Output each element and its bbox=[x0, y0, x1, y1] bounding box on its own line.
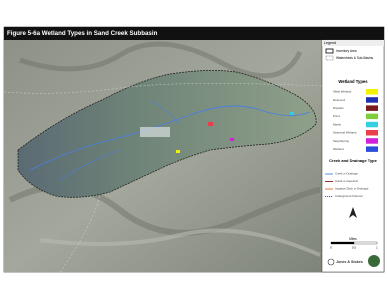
legend-title: Legend bbox=[324, 41, 336, 45]
boundary-swatch bbox=[325, 55, 334, 61]
legend-label: Reservoir bbox=[333, 98, 345, 102]
legend-label: Inventory Area bbox=[336, 49, 357, 53]
map bbox=[3, 40, 323, 273]
ridge bbox=[39, 228, 321, 257]
legend-label: Wetland bbox=[333, 147, 344, 151]
watershed-boundary bbox=[59, 195, 101, 273]
scale-tick-label: 0.5 bbox=[352, 245, 357, 249]
scale-segment bbox=[330, 241, 355, 245]
legend-label: Alkali Wetland bbox=[333, 90, 352, 94]
legend bbox=[321, 39, 385, 273]
creek bbox=[59, 149, 121, 181]
legend-swatch bbox=[366, 146, 378, 152]
urban bbox=[140, 127, 170, 137]
scale-unit: Miles bbox=[349, 237, 357, 241]
legend-label: Seasonal Wetland bbox=[333, 131, 357, 135]
credit: Jones & Stokes bbox=[336, 260, 363, 264]
watershed-boundary bbox=[3, 83, 323, 94]
legend-section-title: Creek and Drainage Type bbox=[329, 158, 377, 163]
legend-label: Pond bbox=[333, 114, 340, 118]
legend-label: Creek or Drainage bbox=[335, 172, 358, 176]
wetland-patch bbox=[208, 122, 213, 126]
legend-label: Marsh bbox=[333, 122, 341, 126]
scale-tick-label: 1 bbox=[376, 245, 378, 249]
legend-header bbox=[322, 40, 384, 46]
legend-swatch bbox=[366, 121, 378, 128]
legend-label: Canal or Aqueduct bbox=[335, 179, 358, 183]
legend-swatch bbox=[366, 105, 378, 111]
boundary-swatch bbox=[325, 48, 334, 54]
wetland-patch bbox=[290, 112, 294, 115]
scale-segment bbox=[353, 241, 378, 245]
north-arrow bbox=[349, 207, 357, 218]
legend-swatch bbox=[366, 97, 378, 103]
legend-label: Watersheds & Sub-Basins bbox=[336, 56, 373, 60]
scale-tick-label: 0 bbox=[330, 245, 332, 249]
ridge bbox=[19, 41, 303, 79]
creek bbox=[149, 99, 181, 126]
legend-label: Riparian bbox=[333, 106, 344, 110]
legend-swatch bbox=[366, 113, 378, 120]
legend-label: Underground Channel bbox=[335, 194, 363, 198]
legend-swatch bbox=[366, 138, 378, 144]
title: Figure 5-6a Wetland Types in Sand Creek … bbox=[7, 30, 158, 37]
legend-swatch bbox=[366, 130, 378, 136]
legend-label: Irrigation Ditch or Drainage bbox=[335, 187, 369, 191]
title-bar bbox=[4, 27, 384, 40]
wetland-patch bbox=[176, 150, 180, 153]
wetland-patch bbox=[230, 138, 234, 141]
county-seal bbox=[368, 255, 380, 267]
logo bbox=[327, 258, 335, 266]
legend-label: Seep/Spring bbox=[333, 139, 349, 143]
legend-section-title: Wetland Types bbox=[338, 79, 368, 84]
legend-swatch bbox=[366, 89, 378, 95]
creek bbox=[29, 105, 311, 171]
